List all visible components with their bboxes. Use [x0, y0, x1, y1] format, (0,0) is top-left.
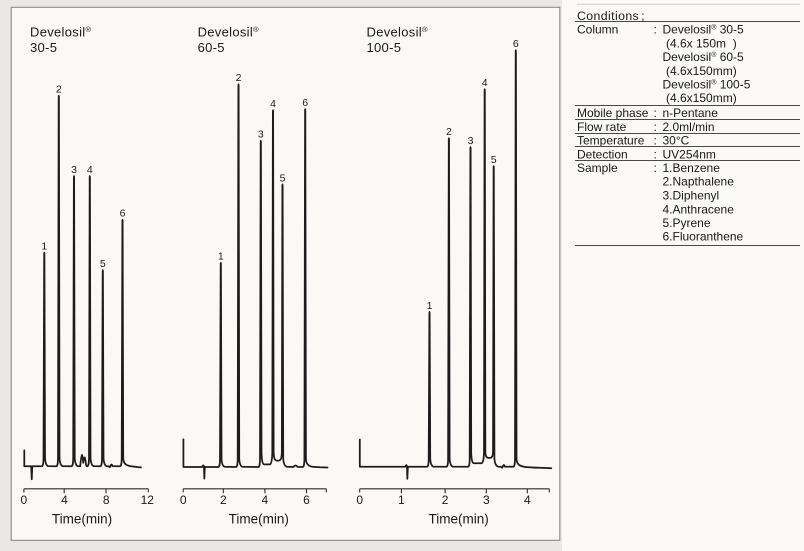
svg-text:Temperature: Temperature	[577, 134, 645, 148]
svg-text::: :	[654, 148, 657, 162]
svg-text:1: 1	[218, 251, 224, 263]
svg-text:2: 2	[446, 126, 452, 138]
svg-text::: :	[654, 120, 657, 134]
svg-text:30-5: 30-5	[30, 40, 57, 55]
svg-text:2: 2	[442, 493, 449, 507]
svg-text:0: 0	[356, 493, 363, 507]
svg-text:6.Fluoranthene: 6.Fluoranthene	[663, 230, 744, 244]
svg-text:Detection: Detection	[577, 148, 628, 162]
svg-text:2: 2	[220, 493, 227, 507]
svg-text:1: 1	[398, 493, 405, 507]
svg-text:2.Napthalene: 2.Napthalene	[663, 175, 735, 189]
svg-text:4: 4	[87, 164, 93, 176]
svg-text:3: 3	[258, 129, 264, 141]
svg-text:1: 1	[427, 300, 433, 312]
svg-text:4: 4	[262, 493, 269, 507]
svg-text::: :	[654, 106, 657, 120]
svg-text:Time(min): Time(min)	[52, 512, 112, 527]
svg-text:60-5: 60-5	[198, 40, 225, 55]
svg-text:Time(min): Time(min)	[428, 512, 488, 527]
svg-text:6: 6	[303, 493, 310, 507]
svg-text:UV254nm: UV254nm	[663, 148, 716, 162]
svg-text:Conditions;: Conditions;	[577, 9, 645, 23]
svg-text::: :	[654, 134, 657, 148]
svg-text:n-Pentane: n-Pentane	[663, 106, 719, 120]
svg-text:12: 12	[141, 493, 155, 507]
svg-text:3: 3	[468, 135, 474, 147]
svg-text:5: 5	[100, 258, 106, 270]
svg-text::: :	[654, 161, 657, 175]
svg-text:3: 3	[483, 493, 490, 507]
svg-text:5: 5	[491, 154, 497, 166]
svg-text:6: 6	[513, 38, 519, 50]
svg-text:Sample: Sample	[577, 161, 618, 175]
svg-text::: :	[654, 23, 657, 37]
svg-text:2: 2	[236, 72, 242, 84]
svg-text:2.0ml/min: 2.0ml/min	[663, 120, 715, 134]
svg-text:4: 4	[482, 77, 488, 89]
svg-text:Time(min): Time(min)	[229, 512, 289, 527]
svg-text:30°C: 30°C	[663, 134, 690, 148]
svg-text:Develosil®: Develosil®	[30, 25, 91, 40]
svg-text:Develosil® 100-5: Develosil® 100-5	[663, 78, 751, 92]
svg-text:5: 5	[280, 172, 286, 184]
svg-text:Develosil®: Develosil®	[198, 25, 259, 40]
svg-text:Flow rate: Flow rate	[577, 120, 627, 134]
svg-text:6: 6	[120, 208, 126, 220]
svg-text:Develosil®: Develosil®	[367, 25, 428, 40]
svg-text:Column: Column	[577, 23, 618, 37]
svg-text:Develosil® 60-5: Develosil® 60-5	[663, 50, 745, 64]
svg-text:0: 0	[180, 493, 187, 507]
svg-text:4: 4	[270, 98, 276, 110]
svg-text:100-5: 100-5	[367, 40, 402, 55]
svg-text:0: 0	[21, 493, 28, 507]
svg-text:1: 1	[41, 241, 47, 253]
svg-text:3.Diphenyl: 3.Diphenyl	[663, 189, 720, 203]
svg-text:8: 8	[103, 493, 110, 507]
svg-text:(4.6x 150m ): (4.6x 150m )	[666, 36, 737, 50]
svg-text:(4.6x150mm): (4.6x150mm)	[666, 64, 737, 78]
svg-text:3: 3	[71, 164, 77, 176]
svg-text:4.Anthracene: 4.Anthracene	[663, 202, 735, 216]
svg-text:Mobile phase: Mobile phase	[577, 106, 649, 120]
svg-text:Develosil® 30-5: Develosil® 30-5	[663, 23, 745, 37]
svg-text:4: 4	[524, 493, 531, 507]
svg-text:1.Benzene: 1.Benzene	[663, 161, 721, 175]
svg-text:5.Pyrene: 5.Pyrene	[663, 216, 711, 230]
svg-text:4: 4	[61, 493, 68, 507]
svg-text:6: 6	[302, 97, 308, 109]
svg-text:(4.6x150mm): (4.6x150mm)	[666, 91, 737, 105]
svg-text:2: 2	[56, 84, 62, 96]
